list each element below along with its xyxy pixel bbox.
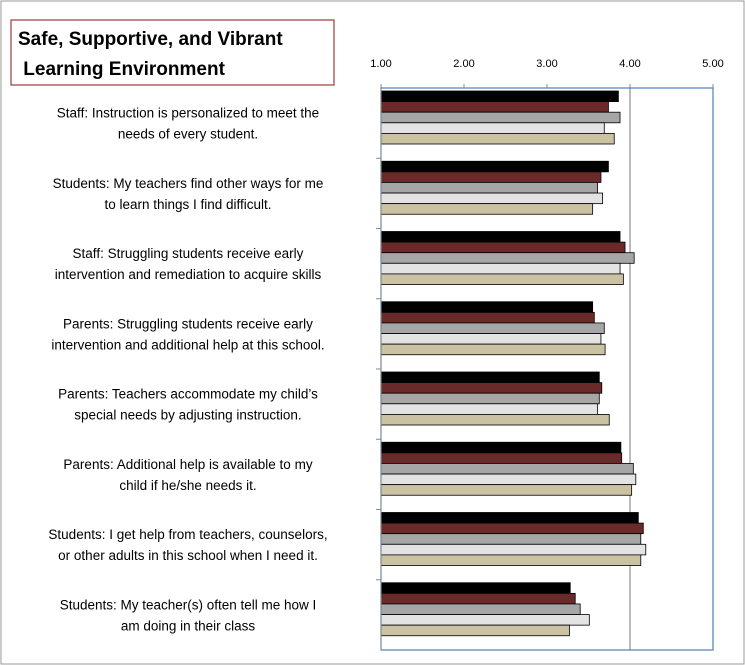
category-label: to learn things I find difficult. xyxy=(104,197,271,212)
bar xyxy=(380,322,605,334)
category-label: am doing in their class xyxy=(121,618,256,633)
bar xyxy=(380,403,599,415)
category-label: Students: My teachers find other ways fo… xyxy=(53,176,324,191)
bar xyxy=(380,192,604,205)
bar xyxy=(380,554,642,566)
bar xyxy=(380,624,570,637)
bar xyxy=(380,592,576,605)
bar xyxy=(380,203,594,215)
bar xyxy=(380,522,644,535)
bar xyxy=(380,543,647,556)
bar xyxy=(380,231,621,243)
bar xyxy=(380,252,635,264)
x-tick-label: 5.00 xyxy=(702,58,723,70)
category-label: Staff: Instruction is personalized to me… xyxy=(57,106,319,121)
bar xyxy=(380,311,595,324)
x-tick-label: 1.00 xyxy=(370,58,391,70)
chart-title: Safe, Supportive, and Vibrant xyxy=(18,29,283,50)
category-label: Students: I get help from teachers, coun… xyxy=(48,527,327,542)
category-label: needs of every student. xyxy=(118,127,258,142)
bar xyxy=(380,413,610,426)
bar xyxy=(380,241,626,254)
bar xyxy=(380,90,619,103)
bar xyxy=(380,614,590,626)
category-label: Parents: Additional help is available to… xyxy=(63,457,312,472)
bar xyxy=(380,262,621,275)
category-label: Parents: Teachers accommodate my child’s xyxy=(58,387,318,402)
bar xyxy=(380,441,622,454)
bar xyxy=(380,343,606,356)
bar xyxy=(380,392,600,405)
bar xyxy=(380,101,609,113)
bar xyxy=(380,301,594,313)
bar xyxy=(380,533,642,545)
bar xyxy=(380,182,599,194)
bar xyxy=(380,512,639,524)
chart-title: Learning Environment xyxy=(18,59,226,80)
title-box xyxy=(10,19,335,86)
bar xyxy=(380,452,623,464)
x-tick-label: 3.00 xyxy=(536,58,557,70)
bar xyxy=(380,473,637,486)
bar xyxy=(380,484,633,496)
category-label: Staff: Struggling students receive early xyxy=(73,246,304,261)
bar xyxy=(380,171,602,183)
bar xyxy=(380,603,581,615)
bar xyxy=(380,273,624,285)
category-label: Parents: Struggling students receive ear… xyxy=(63,316,313,331)
bar xyxy=(380,371,600,384)
category-label: intervention and additional help at this… xyxy=(51,337,324,352)
bar xyxy=(380,333,602,345)
category-label: intervention and remediation to acquire … xyxy=(55,267,322,282)
category-label: special needs by adjusting instruction. xyxy=(74,408,301,423)
bar xyxy=(380,122,605,134)
bar xyxy=(380,160,609,173)
category-label: Students: My teacher(s) often tell me ho… xyxy=(60,597,317,612)
bar xyxy=(380,382,603,394)
x-tick-label: 2.00 xyxy=(453,58,474,70)
category-label: or other adults in this school when I ne… xyxy=(58,548,318,563)
bar xyxy=(380,582,571,594)
bar xyxy=(380,111,621,124)
category-label: child if he/she needs it. xyxy=(119,478,256,493)
x-tick-label: 4.00 xyxy=(619,58,640,70)
bar xyxy=(380,463,634,475)
bar xyxy=(380,132,615,145)
